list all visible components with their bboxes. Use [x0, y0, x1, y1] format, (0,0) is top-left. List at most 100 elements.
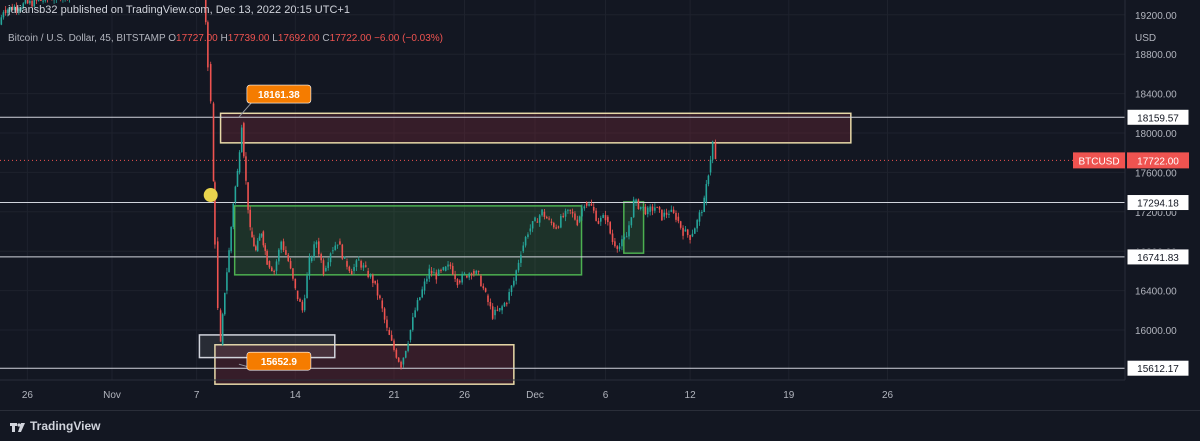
candle-body: [565, 211, 567, 217]
candle-body: [44, 0, 46, 1]
candle-body: [325, 268, 327, 271]
candle-body: [243, 123, 245, 156]
demand-zone[interactable]: [235, 206, 582, 275]
candle-body: [344, 257, 346, 259]
candle-body: [339, 241, 341, 244]
x-tick-label: 26: [882, 390, 894, 401]
y-tick-label: 18800.00: [1135, 50, 1177, 61]
candle-body: [433, 272, 435, 273]
candle-body: [38, 0, 40, 1]
candle-body: [306, 276, 308, 298]
candle-body: [553, 223, 555, 227]
candle-body: [389, 330, 391, 335]
candle-body: [466, 276, 468, 278]
candle-body: [302, 302, 304, 311]
candle-body: [257, 241, 259, 252]
x-tick-label: 26: [459, 390, 471, 401]
candle-body: [285, 250, 287, 255]
candle-body: [360, 261, 362, 268]
candle-body: [675, 213, 677, 220]
candle-body: [609, 222, 611, 233]
candle-body: [671, 210, 673, 212]
candle-body: [696, 220, 698, 228]
candle-body: [652, 207, 654, 211]
candle-body: [692, 234, 694, 237]
candle-body: [327, 262, 329, 268]
candle-body: [332, 250, 334, 251]
y-tick-label: 18000.00: [1135, 129, 1177, 140]
tradingview-brand[interactable]: TradingView: [10, 419, 100, 433]
candle-body: [239, 152, 241, 172]
candle-body: [292, 268, 294, 278]
candle-body: [334, 246, 336, 251]
candle-body: [461, 274, 463, 283]
candle-body: [213, 103, 215, 181]
candle-body: [532, 221, 534, 228]
candle-body: [539, 215, 541, 222]
candle-body: [572, 212, 574, 214]
candle-body: [412, 317, 414, 330]
candle-body: [217, 241, 219, 308]
high-value: 17739.00: [228, 33, 270, 44]
yellow-marker[interactable]: [204, 188, 218, 202]
candle-body: [241, 128, 243, 153]
candle-body: [290, 261, 292, 268]
candle-body: [264, 245, 266, 251]
candle-body: [457, 279, 459, 285]
candle-body: [273, 271, 275, 272]
candle-body: [666, 213, 668, 215]
candle-body: [485, 288, 487, 292]
candle-body: [678, 217, 680, 221]
candle-body: [687, 230, 689, 236]
candle-body: [680, 221, 682, 228]
candle-body: [499, 308, 501, 310]
brand-label: TradingView: [30, 419, 100, 433]
candle-body: [311, 257, 313, 261]
candle-body: [381, 300, 383, 308]
candle-body: [419, 297, 421, 300]
candle-body: [323, 260, 325, 274]
candle-body: [602, 215, 604, 218]
candle-body: [593, 207, 595, 211]
candle-body: [598, 221, 600, 224]
candle-body: [511, 286, 513, 292]
candle-body: [450, 265, 452, 267]
candle-body: [269, 261, 271, 267]
candle-body: [370, 275, 372, 277]
candle-body: [424, 281, 426, 290]
candle-body: [407, 343, 409, 350]
candle-body: [631, 217, 633, 225]
candle-body: [635, 199, 637, 201]
candle-body: [522, 245, 524, 251]
current-price-label: 17722.00: [1137, 156, 1179, 167]
x-tick-label: 26: [22, 390, 34, 401]
symbol-name[interactable]: Bitcoin / U.S. Dollar, 45, BITSTAMP: [8, 33, 165, 44]
candle-body: [624, 237, 626, 239]
candle-body: [473, 271, 475, 274]
candle-body: [628, 225, 630, 236]
candle-body: [342, 245, 344, 259]
publisher-line: juliansb32 published on TradingView.com,…: [8, 4, 350, 16]
candle-body: [414, 310, 416, 317]
candle-body: [551, 222, 553, 223]
candle-body: [689, 235, 691, 240]
candle-body: [417, 300, 419, 310]
candle-body: [276, 261, 278, 270]
candle-body: [309, 257, 311, 276]
candle-body: [403, 358, 405, 365]
candle-body: [349, 267, 351, 271]
change-value: −6.00 (−0.03%): [374, 33, 443, 44]
candle-body: [29, 1, 31, 4]
candle-body: [715, 143, 717, 159]
candle-body: [280, 242, 282, 250]
candle-body: [614, 241, 616, 246]
callout-label: 18161.38: [258, 90, 300, 101]
candle-body: [313, 244, 315, 257]
candle-body: [410, 330, 412, 340]
candle-body: [694, 228, 696, 233]
candle-body: [701, 212, 703, 213]
candle-body: [645, 207, 647, 214]
candle-body: [605, 215, 607, 220]
candle-body: [541, 210, 543, 216]
